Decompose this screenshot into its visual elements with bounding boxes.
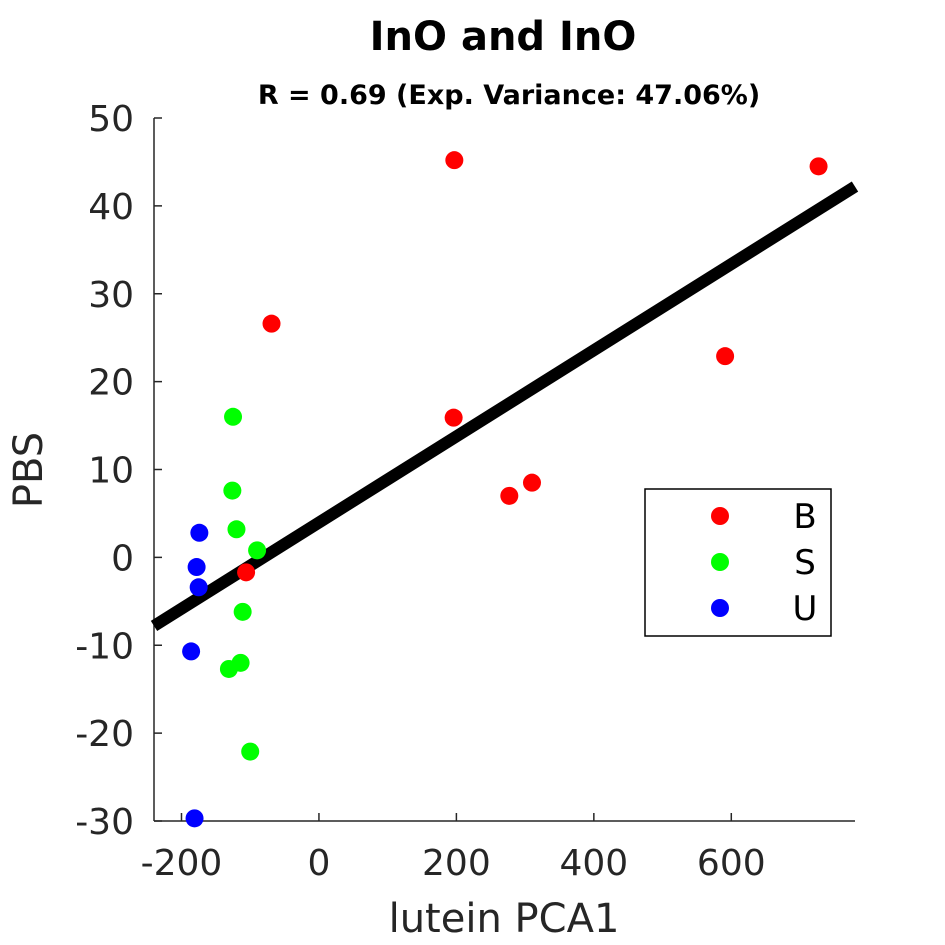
y-axis-label: PBS bbox=[6, 432, 52, 508]
y-tick-label: -30 bbox=[75, 802, 134, 843]
point-s bbox=[223, 481, 242, 500]
legend-marker-u bbox=[711, 599, 729, 617]
y-tick-label: -10 bbox=[75, 626, 134, 667]
point-s bbox=[241, 742, 260, 761]
legend-marker-b bbox=[711, 507, 729, 525]
y-tick-label: 40 bbox=[88, 187, 134, 228]
point-b bbox=[522, 473, 541, 492]
fit-line-layer bbox=[150, 181, 859, 632]
x-tick-label: 0 bbox=[307, 843, 330, 884]
point-b bbox=[716, 347, 735, 366]
point-b bbox=[500, 486, 519, 505]
legend-box bbox=[644, 488, 832, 637]
point-b bbox=[445, 151, 464, 170]
axes bbox=[153, 118, 855, 822]
fit-line bbox=[150, 181, 859, 632]
point-s bbox=[248, 541, 267, 560]
point-b bbox=[237, 563, 256, 582]
point-u bbox=[187, 558, 206, 577]
point-s bbox=[233, 602, 252, 621]
legend-label-s: S bbox=[794, 543, 816, 583]
x-tick-label: -200 bbox=[141, 843, 223, 884]
point-u bbox=[189, 578, 208, 597]
point-b bbox=[444, 408, 463, 427]
legend: BSU bbox=[644, 488, 832, 637]
y-ticks: -30 -20 -10 0 10 20 30 40 50 bbox=[75, 99, 162, 843]
point-s bbox=[224, 407, 243, 426]
point-s bbox=[219, 659, 238, 678]
x-tick-label: 200 bbox=[422, 843, 491, 884]
point-b bbox=[262, 314, 281, 333]
points-layer bbox=[182, 151, 828, 828]
y-tick-label: -20 bbox=[75, 714, 134, 755]
chart-title: InO and InO bbox=[370, 14, 637, 60]
x-axis-label: lutein PCA1 bbox=[389, 896, 620, 942]
y-tick-label: 0 bbox=[111, 538, 134, 579]
y-tick-label: 30 bbox=[88, 275, 134, 316]
legend-label-u: U bbox=[793, 589, 818, 629]
y-tick-label: 10 bbox=[88, 451, 134, 492]
point-u bbox=[190, 523, 209, 542]
point-u bbox=[185, 809, 204, 828]
legend-marker-s bbox=[711, 553, 729, 571]
point-b bbox=[809, 157, 828, 176]
chart-subtitle: R = 0.69 (Exp. Variance: 47.06%) bbox=[258, 80, 760, 111]
x-tick-label: 600 bbox=[697, 843, 766, 884]
y-tick-label: 20 bbox=[88, 363, 134, 404]
point-s bbox=[227, 520, 246, 539]
x-ticks: -200 0 200 400 600 bbox=[141, 813, 766, 884]
y-tick-label: 50 bbox=[88, 99, 134, 140]
legend-label-b: B bbox=[793, 497, 816, 537]
x-tick-label: 400 bbox=[559, 843, 628, 884]
point-u bbox=[182, 642, 201, 661]
